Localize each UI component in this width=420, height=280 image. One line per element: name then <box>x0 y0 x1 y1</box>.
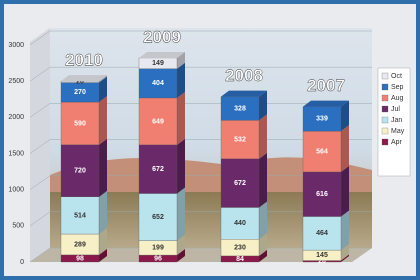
chart: 0 500 1000 1500 2000 2500 3000 98 289 514 720 590 27… <box>0 0 420 280</box>
category-label: 2008 <box>225 66 263 85</box>
bar-side <box>177 63 185 98</box>
legend-label: May <box>391 128 405 135</box>
legend-label: Sep <box>391 84 404 91</box>
bar-top <box>221 91 267 97</box>
legend-label: Jul <box>391 106 400 113</box>
bar-side <box>259 201 267 239</box>
value-label: 149 <box>152 60 164 67</box>
value-label: 199 <box>152 245 164 252</box>
bar-side <box>99 96 107 145</box>
value-label: 672 <box>234 180 246 187</box>
bar-side <box>341 125 349 172</box>
value-label: 98 <box>76 255 84 262</box>
legend-swatch <box>382 139 388 145</box>
y-tick-label: 2000 <box>8 114 24 121</box>
legend-label: Aug <box>391 95 404 102</box>
value-label: 564 <box>316 148 328 155</box>
y-tick-label: 1500 <box>8 150 24 157</box>
bar-side <box>99 191 107 234</box>
value-label: 672 <box>152 166 164 173</box>
value-label: 464 <box>316 230 328 237</box>
value-label: 145 <box>316 252 328 259</box>
legend-label: Oct <box>391 73 402 80</box>
bar-top <box>61 75 107 81</box>
value-label: 652 <box>152 214 164 221</box>
bar-side <box>341 211 349 251</box>
value-label: 339 <box>316 116 328 123</box>
category-label: 2007 <box>307 76 345 95</box>
legend-swatch <box>382 117 388 123</box>
y-tick-label: 500 <box>12 223 24 230</box>
bar-side <box>177 139 185 194</box>
y-tick-label: 2500 <box>8 78 24 85</box>
category-label: 2009 <box>143 27 181 46</box>
legend-label: Apr <box>391 139 403 146</box>
value-label: 532 <box>234 136 246 143</box>
legend-swatch <box>382 73 388 79</box>
bar-top <box>303 101 349 107</box>
value-label: 404 <box>152 80 164 87</box>
value-label: 289 <box>74 241 86 248</box>
value-label: 270 <box>74 89 86 96</box>
y-tick-label: 3000 <box>8 42 24 49</box>
legend-swatch <box>382 106 388 112</box>
bar-side <box>177 92 185 145</box>
y-tick-label: 0 <box>20 259 24 266</box>
value-label: 230 <box>234 244 246 251</box>
bar-side <box>99 139 107 197</box>
category-label: 2010 <box>65 51 103 70</box>
bar-side <box>259 114 267 158</box>
side-wall <box>30 28 50 262</box>
legend-swatch <box>382 84 388 90</box>
bar-side <box>341 166 349 217</box>
value-label: 590 <box>74 120 86 127</box>
value-label: 328 <box>234 105 246 112</box>
bar-side <box>259 153 267 208</box>
value-label: 720 <box>74 168 86 175</box>
value-label: 649 <box>152 118 164 125</box>
bar-side <box>177 188 185 241</box>
value-label: 616 <box>316 191 328 198</box>
bar-top <box>139 52 185 58</box>
value-label: 514 <box>74 212 86 219</box>
legend-swatch <box>382 95 388 101</box>
value-label: 84 <box>236 256 244 263</box>
legend-swatch <box>382 128 388 134</box>
value-label: 96 <box>154 255 162 262</box>
legend-label: Jan <box>391 117 402 124</box>
value-label: 440 <box>234 220 246 227</box>
y-tick-label: 1000 <box>8 187 24 194</box>
